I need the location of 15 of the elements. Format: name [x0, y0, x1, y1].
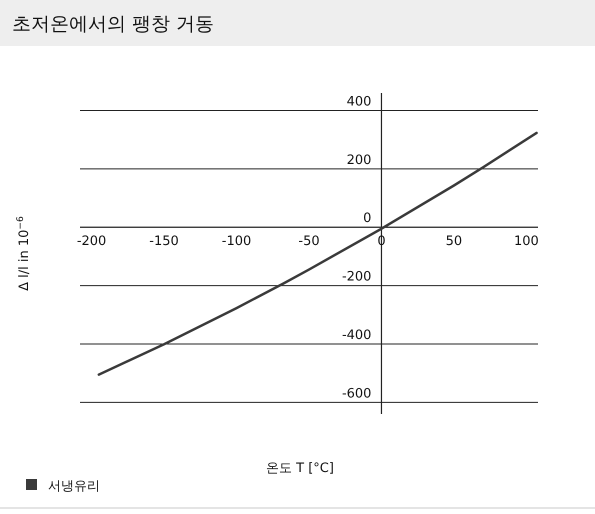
x-tick-label: 50	[446, 234, 462, 250]
legend-label: 서냉유리	[48, 479, 100, 494]
y-tick-label: 200	[346, 152, 372, 168]
x-tick-label: 100	[514, 234, 539, 250]
y-tick-label: -600	[342, 386, 372, 402]
y-tick-label: -200	[342, 270, 372, 285]
y-tick-label: 0	[363, 211, 372, 226]
x-axis-title: 온도 T [°C]	[266, 461, 334, 476]
x-tick-label: -50	[298, 234, 320, 250]
y-tick-label: -400	[342, 328, 372, 343]
y-tick-label: 400	[346, 94, 372, 110]
x-tick-label: -200	[76, 234, 106, 250]
x-tick-label: -150	[149, 234, 179, 250]
x-tick-label: -100	[222, 234, 252, 250]
chart-title: 초저온에서의 팽창 거동	[12, 13, 214, 35]
